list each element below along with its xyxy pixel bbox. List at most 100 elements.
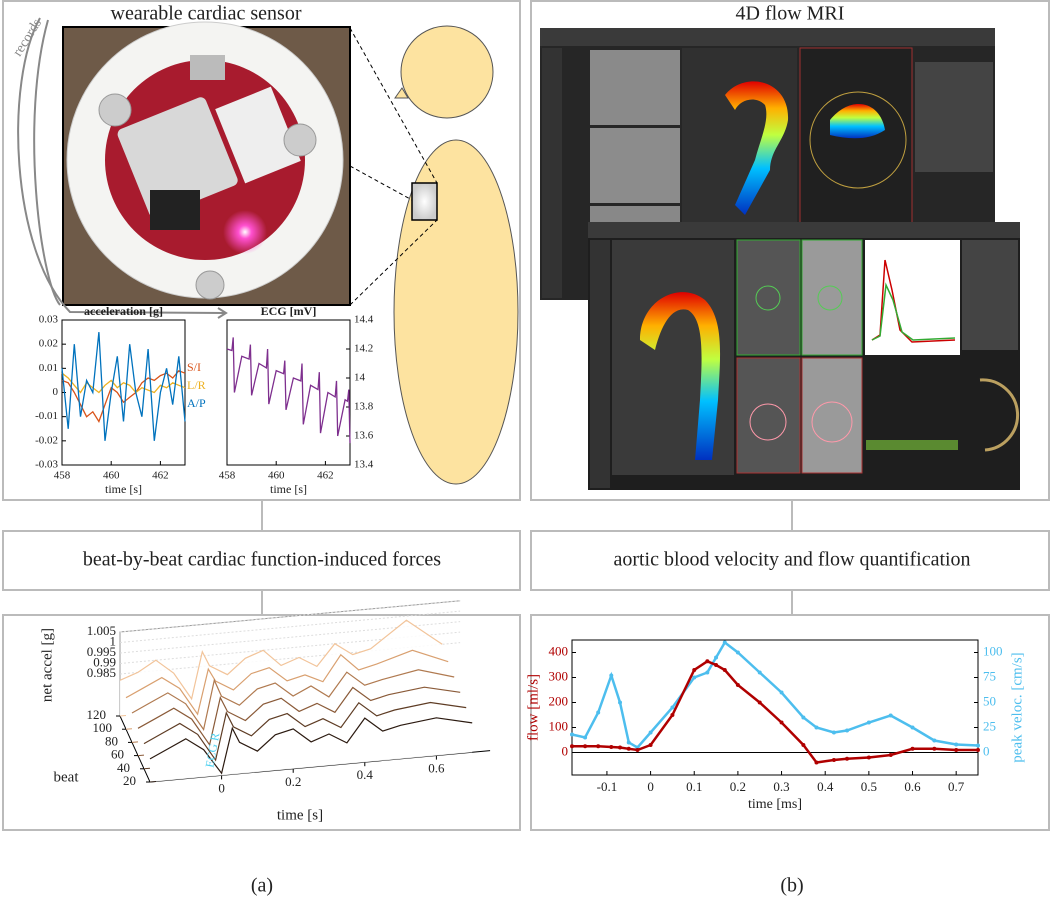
records-arrows [17, 17, 228, 319]
data-point [635, 748, 640, 752]
trace-line [125, 649, 449, 716]
caption: (a) [251, 875, 273, 897]
x-tick-label: 0.7 [948, 779, 965, 794]
data-point [596, 744, 601, 749]
data-point [757, 670, 762, 675]
x-tick-label: 458 [54, 470, 71, 482]
panel-title: wearable cardiac sensor [111, 3, 302, 25]
y-tick-label: 14.2 [354, 343, 373, 355]
data-point [801, 743, 806, 747]
x-tick-label: 0 [218, 780, 225, 795]
data-point [670, 713, 675, 717]
data-point [757, 700, 762, 705]
y-tick-label: 0.02 [39, 338, 58, 350]
panel-title: aortic blood velocity and flow quantific… [613, 549, 970, 571]
plot-frame [226, 319, 351, 466]
z-axis-label: net accel [g] [39, 628, 55, 702]
grid-line [119, 600, 461, 633]
chart-title: acceleration [g] [84, 304, 163, 318]
y-tick-label: -0.03 [35, 459, 58, 471]
mri-screenshot [540, 28, 1020, 490]
trace-fill [150, 717, 473, 782]
y-tick-label: 0.01 [39, 362, 58, 374]
trace-line [119, 619, 443, 701]
data-point [814, 725, 819, 730]
data-point [670, 705, 675, 710]
data-point [801, 715, 806, 720]
plot-frame [571, 639, 979, 776]
y2-axis-label: peak veloc. [cm/s] [1009, 652, 1025, 762]
y2-tick-label: 100 [983, 643, 1003, 658]
trace-fill [144, 702, 467, 769]
beat-position [131, 741, 139, 743]
x-axis-label: time [s] [277, 807, 323, 823]
x-axis-label: time [s] [105, 482, 142, 496]
data-point [779, 690, 784, 695]
z-tick-label: 1 [110, 633, 117, 648]
data-point [618, 745, 623, 750]
x-tick-label: 462 [152, 470, 169, 482]
data-line [572, 659, 978, 764]
data-point [954, 742, 959, 747]
data-point [888, 713, 893, 718]
data-line [61, 372, 186, 394]
x-tick-label: 460 [268, 470, 285, 482]
sensor-photo [62, 21, 351, 306]
y-tick-label: 400 [549, 643, 569, 658]
x-tick-label: 458 [219, 470, 236, 482]
y-tick-label: 60 [111, 747, 124, 762]
y-tick-label: 100 [549, 718, 569, 733]
x-tick-label: -0.1 [597, 779, 618, 794]
y-tick-label: 80 [105, 733, 118, 748]
legend-entry: L/R [187, 378, 206, 392]
x-tick-label: 0.3 [773, 779, 789, 794]
y-axis-label: beat [54, 769, 80, 785]
x-tick-label: 0.2 [730, 779, 746, 794]
data-line [61, 332, 186, 441]
trace-line [149, 717, 473, 775]
beat-position [143, 767, 151, 770]
x-axis-label: time [ms] [748, 797, 802, 812]
x-tick-label: 460 [103, 470, 120, 482]
data-point [866, 755, 871, 760]
x-tick-label: 0.1 [686, 779, 702, 794]
y-tick-label: 20 [123, 773, 136, 788]
y-tick-label: 0 [53, 386, 59, 398]
data-point [932, 746, 937, 751]
trace-line [137, 686, 461, 747]
y-tick-label: -0.01 [35, 410, 58, 422]
data-point [722, 640, 727, 645]
data-point [910, 746, 915, 751]
beat-position [137, 754, 145, 757]
y2-tick-label: 0 [983, 743, 990, 758]
legend-entry: S/I [187, 360, 201, 374]
data-point [932, 738, 937, 743]
data-point [866, 720, 871, 725]
y-tick-label: -0.02 [35, 434, 58, 446]
data-point [705, 659, 710, 664]
panel-title: beat-by-beat cardiac function-induced fo… [83, 549, 441, 571]
x-tick-label: 0.5 [861, 779, 877, 794]
data-point [779, 720, 784, 725]
z-tick-label: 0.99 [93, 654, 116, 669]
y-tick-label: 0.03 [39, 314, 59, 326]
data-point [831, 730, 836, 735]
y-tick-label: 300 [549, 668, 569, 683]
data-point [954, 748, 959, 752]
trace-fill [138, 687, 461, 756]
chart-title: ECG [mV] [261, 304, 317, 318]
x-tick-label: 0.2 [285, 774, 301, 789]
beat-position [125, 728, 133, 730]
data-line [571, 640, 979, 750]
y-tick-label: 40 [117, 760, 130, 775]
x-tick-label: 0.6 [428, 761, 445, 776]
data-point [626, 746, 631, 751]
y-tick-label: 100 [93, 720, 113, 735]
y-tick-label: 120 [87, 707, 107, 722]
x-tick-label: 462 [317, 470, 334, 482]
trace-line [143, 701, 467, 762]
data-point [722, 668, 727, 672]
y-tick-label: 13.8 [354, 401, 374, 413]
